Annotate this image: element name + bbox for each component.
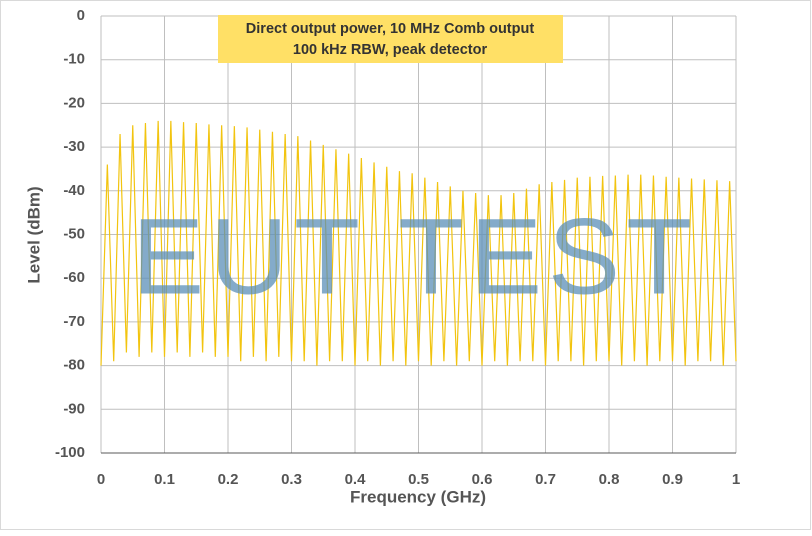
title-box (218, 15, 563, 63)
y-tick-label: 0 (77, 7, 85, 24)
chart-title: Direct output power, 10 MHz Comb output (246, 21, 535, 37)
y-tick-label: -20 (63, 94, 85, 111)
y-tick-label: -70 (63, 313, 85, 330)
x-tick-label: 0.6 (472, 471, 493, 488)
x-tick-label: 0.5 (408, 471, 429, 488)
watermark: EUT TEST (132, 196, 698, 317)
x-tick-label: 0.2 (218, 471, 239, 488)
x-tick-label: 0.1 (154, 471, 175, 488)
x-tick-label: 0.7 (535, 471, 556, 488)
y-tick-label: -30 (63, 138, 85, 155)
chart-subtitle: 100 kHz RBW, peak detector (293, 42, 488, 58)
y-tick-label: -40 (63, 182, 85, 199)
y-tick-label: -90 (63, 400, 85, 417)
x-tick-label: 0.4 (345, 471, 367, 488)
y-tick-label: -80 (63, 357, 85, 374)
y-tick-label: -10 (63, 51, 85, 68)
x-tick-label: 0 (97, 471, 105, 488)
y-tick-label: -50 (63, 225, 85, 242)
x-tick-label: 0.8 (599, 471, 620, 488)
x-tick-label: 0.9 (662, 471, 683, 488)
x-tick-label: 1 (732, 471, 740, 488)
y-axis-label: Level (dBm) (24, 186, 43, 283)
x-axis-label: Frequency (GHz) (350, 487, 486, 506)
spectrum-line (100, 120, 737, 366)
x-tick-label: 0.3 (281, 471, 302, 488)
y-tick-label: -60 (63, 269, 85, 286)
y-tick-label: -100 (55, 444, 85, 461)
